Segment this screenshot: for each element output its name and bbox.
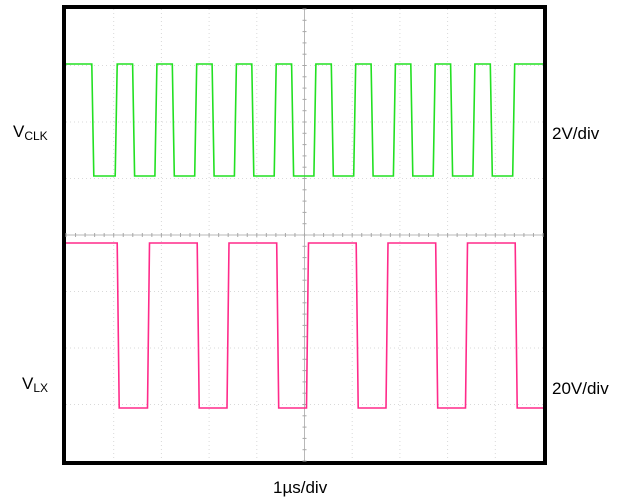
lx-trace-label: VLX	[22, 374, 49, 395]
clk-trace-label: VCLK	[13, 122, 48, 143]
time-scale-label: 1µs/div	[273, 478, 328, 497]
traces	[66, 63, 543, 409]
clk-scale-label: 2V/div	[552, 124, 600, 143]
lx-scale-label: 20V/div	[552, 379, 609, 398]
grid	[65, 8, 544, 462]
lx-trace	[66, 242, 543, 409]
clk-trace	[66, 63, 543, 177]
